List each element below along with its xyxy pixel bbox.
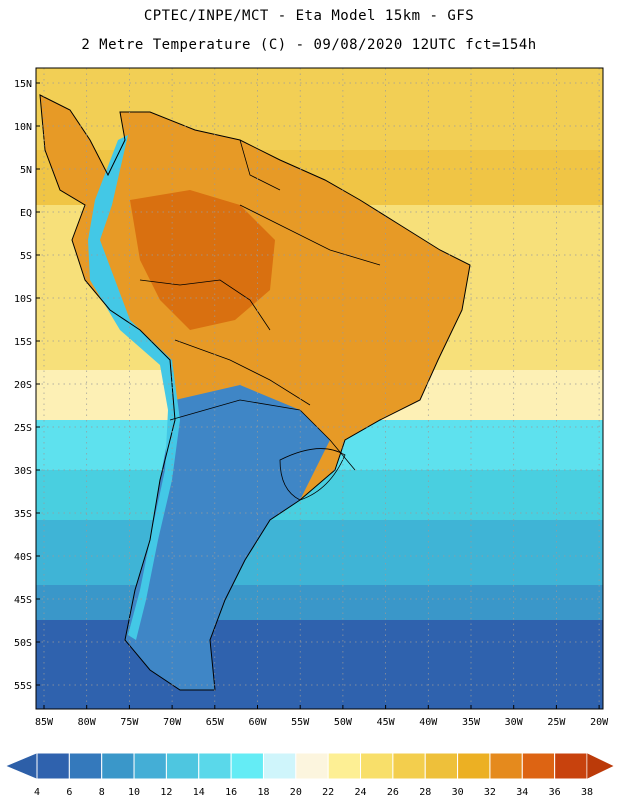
colorbar-swatch (424, 752, 459, 780)
colorbar-swatch (392, 752, 426, 780)
lon-tick-label: 50W (334, 717, 353, 728)
lat-tick-label: 10N (14, 122, 32, 133)
colorbar-swatch (101, 752, 135, 780)
map-frame (35, 67, 604, 710)
colorbar-swatch (230, 752, 264, 780)
lon-tick-label: 70W (163, 717, 182, 728)
colorbar-label: 20 (290, 787, 302, 798)
lat-tick-label: 45S (14, 595, 32, 606)
colorbar-label: 34 (516, 787, 528, 798)
lat-tick-label: 55S (14, 681, 32, 692)
colorbar-swatch (295, 752, 329, 780)
lon-tick-label: 55W (291, 717, 310, 728)
colorbar-swatch (198, 752, 232, 780)
colorbar-swatch (489, 752, 523, 780)
lat-tick-label: 10S (14, 294, 32, 305)
ocean-band (36, 585, 603, 620)
colorbar-max-arrow (586, 752, 615, 780)
patagonia-cold-region (125, 385, 330, 690)
colorbar-label: 38 (581, 787, 593, 798)
lon-tick-label: 30W (505, 717, 524, 728)
colorbar-tick-labels: 4 6 8 10 12 14 16 18 20 22 24 26 28 30 32 34 36 38 (34, 787, 593, 798)
lon-tick-label: 35W (462, 717, 481, 728)
lon-tick-label: 25W (547, 717, 566, 728)
colorbar-swatch (133, 752, 167, 780)
colorbar-label: 22 (322, 787, 334, 798)
colorbar-label: 16 (225, 787, 237, 798)
colorbar-swatch (360, 752, 394, 780)
lon-tick-label: 75W (120, 717, 139, 728)
colorbar-label: 24 (355, 787, 367, 798)
colorbar-swatch (68, 752, 103, 780)
colorbar-swatch (457, 752, 491, 780)
lat-tick-label: 15S (14, 337, 32, 348)
colorbar-min-arrow (5, 752, 38, 780)
colorbar-label: 6 (66, 787, 72, 798)
colorbar-swatch (327, 752, 362, 780)
andes-cold-ridge (88, 135, 180, 640)
coastline (39, 94, 471, 691)
colorbar-label: 30 (452, 787, 464, 798)
colorbar-swatch (165, 752, 200, 780)
lon-tick-label: 20W (590, 717, 609, 728)
lon-tick-label: 40W (419, 717, 438, 728)
lat-tick-label: 5N (20, 165, 32, 176)
lat-tick-label: 15N (14, 79, 32, 90)
ocean-band (36, 520, 603, 585)
country-borders (139, 139, 381, 501)
colorbar-swatch (554, 752, 588, 780)
colorbar-label: 10 (128, 787, 140, 798)
temperature-colorbar (5, 752, 615, 780)
colorbar-label: 18 (257, 787, 269, 798)
lat-tick-label: 25S (14, 423, 32, 434)
lat-tick-label: 30S (14, 466, 32, 477)
colorbar-label: 12 (160, 787, 172, 798)
colorbar-swatch (36, 752, 70, 780)
lat-tick-label: 50S (14, 638, 32, 649)
lon-tick-label: 85W (35, 717, 54, 728)
lat-lon-grid (36, 68, 603, 709)
continent-land (39, 94, 471, 691)
colorbar-label: 4 (34, 787, 40, 798)
lon-tick-label: 45W (377, 717, 396, 728)
amazon-hot-region (130, 190, 275, 330)
lat-tick-label: 20S (14, 380, 32, 391)
lon-tick-label: 60W (248, 717, 267, 728)
map-title-line1: CPTEC/INPE/MCT - Eta Model 15km - GFS (143, 8, 475, 24)
lat-tick-label: EQ (20, 208, 32, 219)
lon-tick-label: 80W (78, 717, 97, 728)
colorbar-label: 26 (387, 787, 399, 798)
ocean-band (36, 68, 603, 150)
colorbar-label: 14 (193, 787, 205, 798)
lat-tick-label: 35S (14, 509, 32, 520)
map-title-line2: 2 Metre Temperature (C) - 09/08/2020 12U… (81, 37, 537, 53)
lon-tick-label: 65W (206, 717, 225, 728)
colorbar-label: 36 (549, 787, 561, 798)
lat-tick-label: 40S (14, 552, 32, 563)
colorbar-label: 8 (99, 787, 105, 798)
lat-tick-label: 5S (20, 251, 32, 262)
colorbar-label: 28 (419, 787, 431, 798)
ocean-band (36, 620, 603, 709)
colorbar-label: 32 (484, 787, 496, 798)
colorbar-swatch (262, 752, 297, 780)
colorbar-swatch (521, 752, 556, 780)
longitude-tick-labels: 85W 80W 75W 70W 65W 60W 55W 50W 45W 40W 35W 30W 25W 2… (35, 705, 609, 728)
latitude-tick-labels: 15N 10N 5N EQ 5S 10S 15S 20S 25S 30S 35S 40S 45S 50S 5… (14, 79, 40, 692)
